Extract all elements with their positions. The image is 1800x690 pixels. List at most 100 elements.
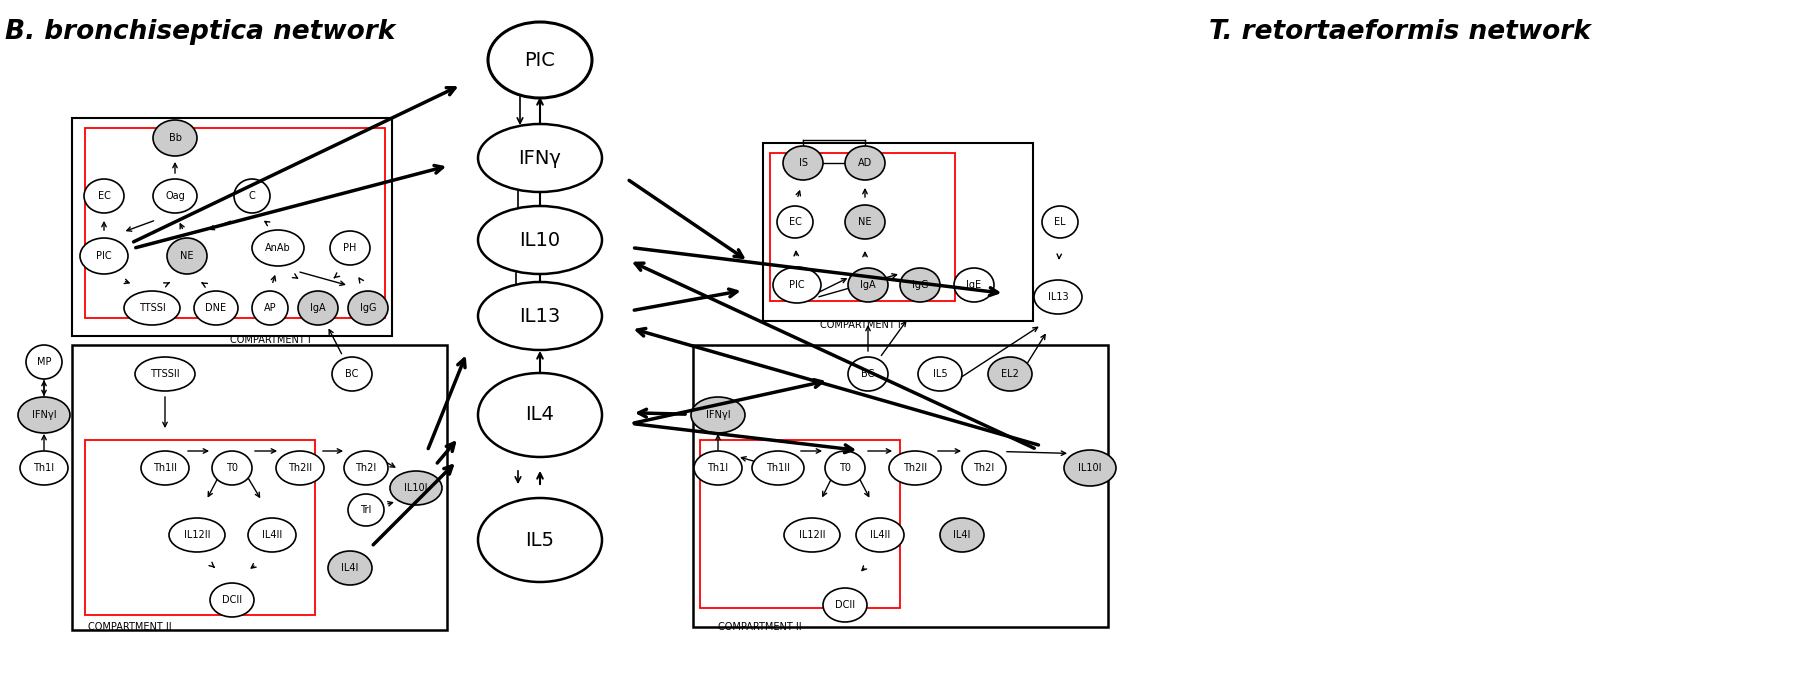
Text: IS: IS xyxy=(799,158,808,168)
Ellipse shape xyxy=(234,179,270,213)
Ellipse shape xyxy=(331,357,373,391)
Ellipse shape xyxy=(153,120,196,156)
Text: AP: AP xyxy=(263,303,277,313)
Text: COMPARTMENT II: COMPARTMENT II xyxy=(88,622,171,632)
Bar xyxy=(693,345,1109,627)
Text: IL10I: IL10I xyxy=(405,483,428,493)
Ellipse shape xyxy=(889,451,941,485)
Ellipse shape xyxy=(344,451,389,485)
Text: IL10I: IL10I xyxy=(1078,463,1102,473)
Text: T0: T0 xyxy=(839,463,851,473)
Text: IL5: IL5 xyxy=(932,369,947,379)
Text: PIC: PIC xyxy=(788,280,805,290)
Text: IL4I: IL4I xyxy=(342,563,358,573)
Ellipse shape xyxy=(918,357,961,391)
Text: C: C xyxy=(248,191,256,201)
Text: IL4I: IL4I xyxy=(954,530,970,540)
Text: IL4: IL4 xyxy=(526,406,554,424)
Ellipse shape xyxy=(248,518,295,552)
Ellipse shape xyxy=(391,471,443,505)
Text: IL4II: IL4II xyxy=(261,530,283,540)
Text: DNE: DNE xyxy=(205,303,227,313)
Ellipse shape xyxy=(20,451,68,485)
Text: IFNγ: IFNγ xyxy=(518,148,562,168)
Text: T. retortaeformis network: T. retortaeformis network xyxy=(1210,19,1591,45)
Ellipse shape xyxy=(823,588,868,622)
Ellipse shape xyxy=(194,291,238,325)
Text: Th1I: Th1I xyxy=(34,463,54,473)
Text: AnAb: AnAb xyxy=(265,243,292,253)
Ellipse shape xyxy=(940,518,985,552)
Text: Th2I: Th2I xyxy=(974,463,995,473)
Ellipse shape xyxy=(18,397,70,433)
Text: IgA: IgA xyxy=(860,280,877,290)
Text: IL10: IL10 xyxy=(520,230,560,250)
Text: EC: EC xyxy=(788,217,801,227)
Text: PH: PH xyxy=(344,243,356,253)
Ellipse shape xyxy=(783,146,823,180)
Text: COMPARTMENT I: COMPARTMENT I xyxy=(819,320,900,330)
Ellipse shape xyxy=(778,206,814,238)
Text: BC: BC xyxy=(862,369,875,379)
Ellipse shape xyxy=(988,357,1031,391)
Ellipse shape xyxy=(329,231,371,265)
Ellipse shape xyxy=(848,268,887,302)
Text: IL4II: IL4II xyxy=(869,530,891,540)
Ellipse shape xyxy=(844,146,886,180)
Ellipse shape xyxy=(772,267,821,303)
Text: IL5: IL5 xyxy=(526,531,554,549)
Text: IgG: IgG xyxy=(360,303,376,313)
Text: EC: EC xyxy=(97,191,110,201)
Ellipse shape xyxy=(252,291,288,325)
Bar xyxy=(85,440,315,615)
Ellipse shape xyxy=(85,179,124,213)
Text: Th1II: Th1II xyxy=(153,463,176,473)
Ellipse shape xyxy=(691,397,745,433)
Ellipse shape xyxy=(961,451,1006,485)
Bar xyxy=(700,440,900,608)
Ellipse shape xyxy=(848,357,887,391)
Text: Th2II: Th2II xyxy=(288,463,311,473)
Text: AD: AD xyxy=(859,158,873,168)
Ellipse shape xyxy=(140,451,189,485)
Text: TTSSII: TTSSII xyxy=(149,369,180,379)
Text: DCII: DCII xyxy=(221,595,241,605)
Text: Th1I: Th1I xyxy=(707,463,729,473)
Text: IL13: IL13 xyxy=(1048,292,1069,302)
Ellipse shape xyxy=(79,238,128,274)
Ellipse shape xyxy=(824,451,866,485)
Text: COMPARTMENT II: COMPARTMENT II xyxy=(718,622,801,632)
Ellipse shape xyxy=(479,206,601,274)
Ellipse shape xyxy=(1033,280,1082,314)
Ellipse shape xyxy=(844,205,886,239)
Ellipse shape xyxy=(275,451,324,485)
Ellipse shape xyxy=(212,451,252,485)
Text: B. bronchiseptica network: B. bronchiseptica network xyxy=(5,19,396,45)
Bar xyxy=(770,153,956,301)
Ellipse shape xyxy=(1042,206,1078,238)
Ellipse shape xyxy=(347,494,383,526)
Text: IgE: IgE xyxy=(967,280,981,290)
Ellipse shape xyxy=(857,518,904,552)
Ellipse shape xyxy=(169,518,225,552)
Ellipse shape xyxy=(135,357,194,391)
Ellipse shape xyxy=(299,291,338,325)
Ellipse shape xyxy=(124,291,180,325)
Ellipse shape xyxy=(211,583,254,617)
Text: PIC: PIC xyxy=(95,251,112,261)
Text: COMPARTMENT I: COMPARTMENT I xyxy=(230,335,310,345)
Text: DCII: DCII xyxy=(835,600,855,610)
Text: EL2: EL2 xyxy=(1001,369,1019,379)
Ellipse shape xyxy=(752,451,805,485)
Bar xyxy=(72,118,392,336)
Text: Th2I: Th2I xyxy=(355,463,376,473)
Text: NE: NE xyxy=(859,217,871,227)
Text: Th2II: Th2II xyxy=(904,463,927,473)
Text: TrI: TrI xyxy=(360,505,371,515)
Bar xyxy=(72,345,446,630)
Text: Oag: Oag xyxy=(166,191,185,201)
Text: IL13: IL13 xyxy=(520,306,560,326)
Ellipse shape xyxy=(252,230,304,266)
Text: IgG: IgG xyxy=(913,280,929,290)
Text: MP: MP xyxy=(36,357,50,367)
